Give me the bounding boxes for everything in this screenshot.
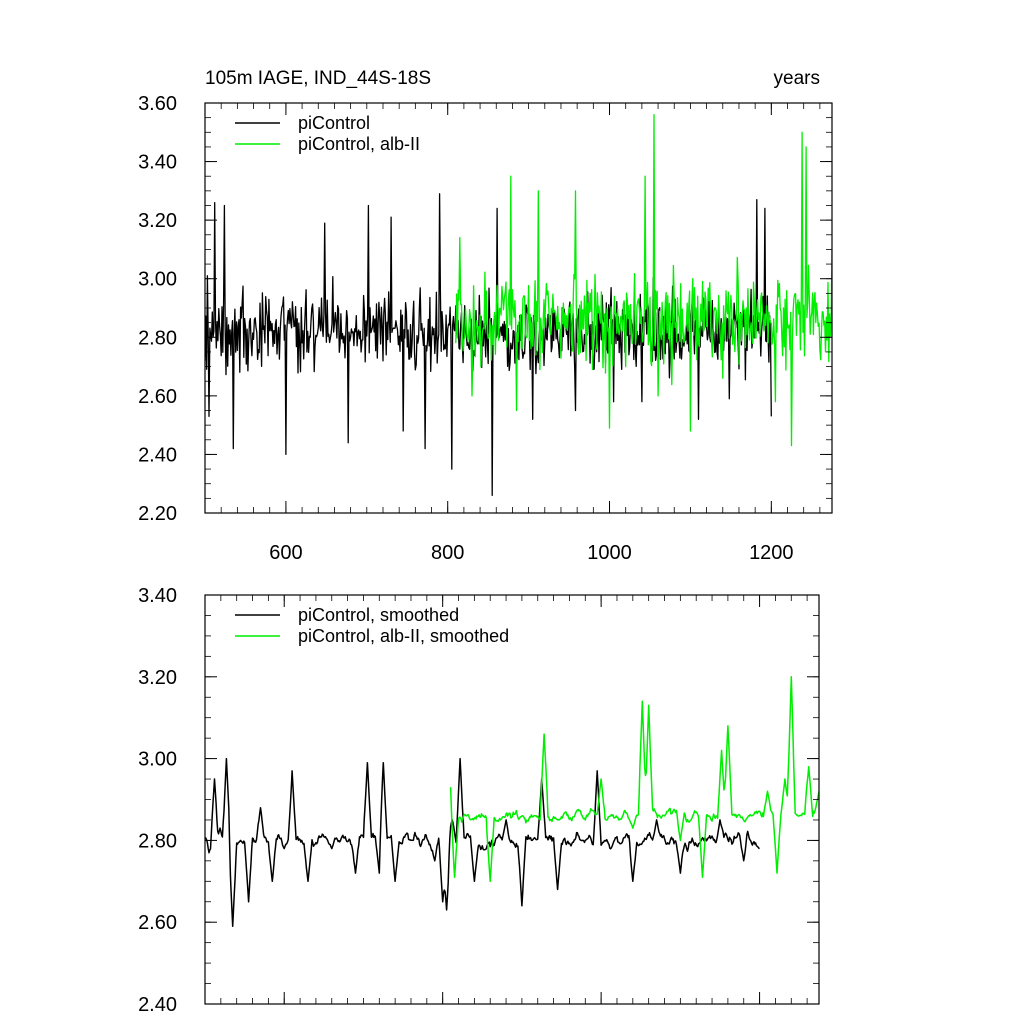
y-tick-label: 2.60 — [138, 386, 177, 408]
upper-panel: 2.20 2.40 2.60 2.80 3.00 3.20 3.40 3.60 600 800 10… — [138, 68, 833, 564]
x-tick-label: 600 — [269, 542, 302, 564]
y-tick-label: 3.40 — [138, 585, 177, 607]
legend-label: piControl, alb-II, smoothed — [298, 626, 509, 646]
y-tick-label: 3.00 — [138, 269, 177, 291]
plot-frame — [204, 594, 820, 1005]
y-tick-label: 3.40 — [138, 152, 177, 174]
x-tick-label: 1200 — [749, 542, 794, 564]
y-tick-label: 3.00 — [138, 749, 177, 771]
chart-title-left: 105m IAGE, IND_44S-18S — [205, 68, 431, 89]
y-tick-label: 3.20 — [138, 210, 177, 232]
y-tick-label: 2.40 — [138, 444, 177, 466]
x-tick-label: 800 — [431, 542, 464, 564]
series-line-picontrol-smoothed — [205, 757, 760, 928]
y-tick-label: 2.60 — [138, 912, 177, 934]
lower-panel: 2.40 2.60 2.80 3.00 3.20 3.40 piControl, smoot… — [138, 585, 820, 1016]
legend-label: piControl, smoothed — [298, 605, 459, 625]
y-tick-label: 3.20 — [138, 667, 177, 689]
legend-label: piControl — [298, 113, 370, 133]
series-line-picontrol-alb-ii-raw — [455, 114, 832, 447]
series-line-picontrol-raw — [205, 193, 772, 497]
y-tick-label: 2.80 — [138, 830, 177, 852]
series-line-picontrol-alb-ii-smoothed — [449, 676, 819, 883]
y-tick-label: 2.40 — [138, 994, 177, 1016]
x-tick-label: 1000 — [587, 542, 632, 564]
y-tick-label: 2.20 — [138, 503, 177, 525]
legend-label: piControl, alb-II — [298, 134, 420, 154]
chart-title-right: years — [774, 68, 820, 89]
y-tick-label: 2.80 — [138, 327, 177, 349]
y-tick-label: 3.60 — [138, 93, 177, 115]
